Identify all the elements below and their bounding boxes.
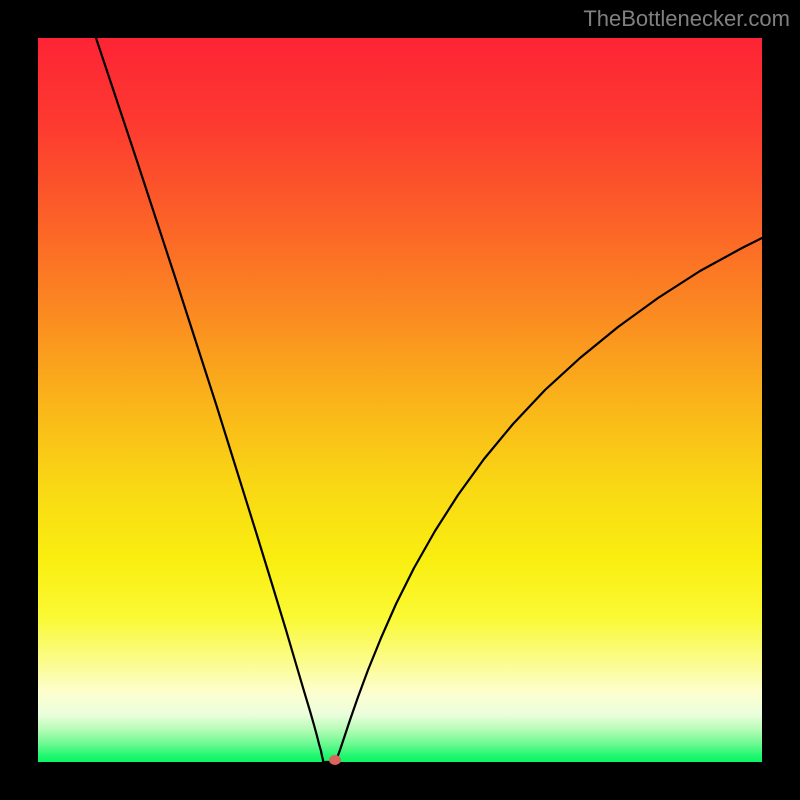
optimum-marker [329,755,341,765]
bottleneck-chart [0,0,800,800]
stage: TheBottlenecker.com [0,0,800,800]
plot-background [38,38,762,762]
